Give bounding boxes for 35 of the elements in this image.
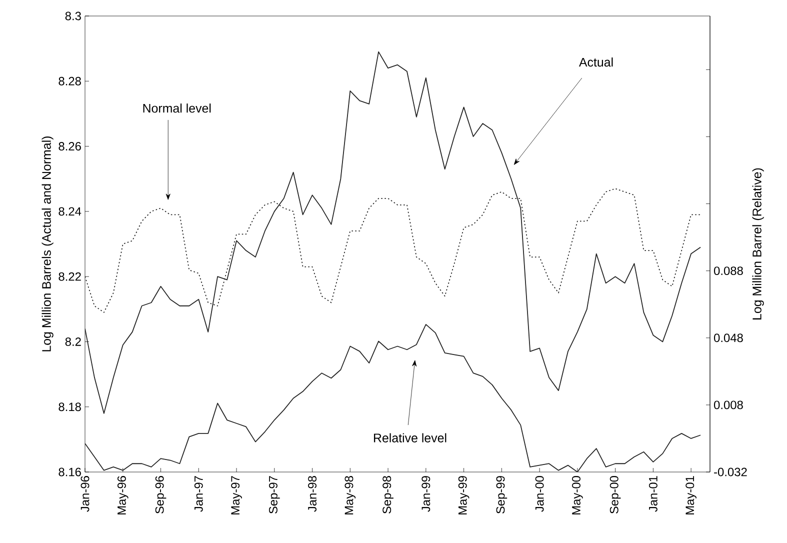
x-tick-label: Jan-00 (535, 476, 544, 512)
x-tick-label: Sep-96 (155, 476, 166, 514)
annotation: Relative level (374, 433, 446, 442)
annotation: Normal level (143, 104, 211, 113)
y2-tick-label: 0.048 (714, 334, 743, 342)
x-tick-label: Sep-00 (610, 476, 621, 514)
y-tick-label: 8.3 (65, 12, 81, 20)
line-series (85, 51, 701, 414)
x-tick-label: Jan-98 (308, 476, 316, 512)
x-tick-label: Jan-96 (80, 476, 90, 512)
x-tick-label: Sep-99 (496, 476, 508, 514)
x-tick-label: May-98 (344, 476, 356, 514)
y-tick-label: 8.18 (58, 402, 81, 412)
y2-tick-label: -0.032 (714, 468, 747, 476)
annotation: Actual (578, 57, 613, 67)
y2-tick-label: 0.088 (714, 266, 743, 276)
x-tick-label: May-01 (686, 476, 696, 514)
x-tick-label: May-99 (458, 476, 470, 514)
y-axis-title: Log Million Barrels (Actual and Normal) (42, 136, 54, 352)
x-tick-label: Sep-98 (382, 476, 394, 514)
y-tick-label: 8.28 (58, 76, 81, 86)
y-tick-label: 8.26 (58, 142, 81, 151)
x-tick-label: May-96 (117, 476, 128, 514)
x-tick-label: May-97 (231, 476, 242, 514)
x-tick-label: Jan-01 (648, 476, 658, 512)
y-tick-label: 8.2 (65, 337, 81, 346)
y2-tick-label: 0.008 (714, 400, 743, 410)
x-tick-label: Jan-97 (194, 476, 203, 512)
x-tick-label: Jan-99 (422, 476, 430, 512)
y-tick-label: 8.22 (58, 272, 81, 281)
x-tick-label: May-00 (572, 476, 583, 514)
x-tick-label: Sep-97 (268, 476, 280, 514)
y-tick-label: 8.24 (58, 207, 82, 216)
y2-axis-title: Log Million Barrel (Relative) (752, 168, 764, 320)
y-tick-label: 8.16 (58, 468, 81, 476)
